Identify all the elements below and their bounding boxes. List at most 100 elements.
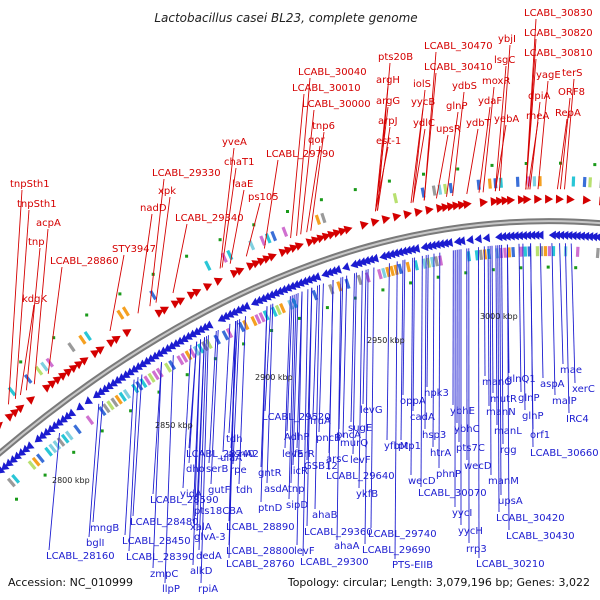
gene-label[interactable]: LCABL_29360	[304, 527, 373, 538]
gene-label[interactable]: AdhP	[284, 432, 309, 443]
gene-label[interactable]: ybjI	[498, 34, 516, 45]
gene-label[interactable]: ydbS	[452, 81, 477, 92]
gene-label[interactable]: mae	[560, 365, 582, 376]
gene-label[interactable]: farR	[294, 449, 315, 460]
gene-label[interactable]: glnP	[522, 411, 544, 422]
gene-label[interactable]: manN	[486, 407, 516, 418]
gene-label[interactable]: LCABL_29790	[266, 149, 335, 160]
gene-label[interactable]: LCABL_29520	[262, 412, 331, 423]
gene-label[interactable]: PTS-EIIB	[392, 560, 433, 571]
gene-label[interactable]: rpe	[230, 465, 247, 476]
gene-label[interactable]: LCABL_30040	[298, 67, 367, 78]
gene-label[interactable]: asdA	[264, 484, 289, 495]
gene-label[interactable]: wecD	[408, 476, 436, 487]
gene-label[interactable]: pts7C	[456, 443, 485, 454]
gene-label[interactable]: rgg	[500, 445, 517, 456]
gene-label[interactable]: wecD	[464, 461, 492, 472]
gene-label[interactable]: fruA	[310, 416, 331, 427]
gene-label[interactable]: terS	[562, 68, 583, 79]
gene-label[interactable]: chaT1	[224, 157, 254, 168]
gene-label[interactable]: ptp1	[398, 441, 421, 452]
gene-label[interactable]: hsp3	[422, 430, 446, 441]
gene-label[interactable]: gutF	[208, 485, 231, 496]
gene-label[interactable]: sugE	[348, 423, 372, 434]
gene-label[interactable]: moxR	[482, 76, 510, 87]
gene-label[interactable]: ps105	[248, 192, 279, 203]
gene-label[interactable]: upsR	[436, 124, 461, 135]
gene-label[interactable]: dpiA	[528, 91, 550, 102]
gene-label[interactable]: serB	[206, 464, 228, 475]
gene-label[interactable]: murQ	[340, 438, 368, 449]
gene-label[interactable]: LCABL_28480	[130, 517, 199, 528]
gene-label[interactable]: STY3947	[112, 244, 156, 255]
gene-label[interactable]: argH	[376, 75, 400, 86]
gene-label[interactable]: LCABL_30000	[302, 99, 371, 110]
gene-label[interactable]: iolS	[413, 79, 431, 90]
gene-label[interactable]: yebA	[494, 114, 519, 125]
gene-label[interactable]: levF	[294, 546, 315, 557]
gene-label[interactable]: alkD	[190, 566, 213, 577]
gene-label[interactable]: xerC	[572, 384, 595, 395]
gene-label[interactable]: IRC4	[566, 414, 589, 425]
gene-label[interactable]: glvA-3	[194, 532, 226, 543]
gene-label[interactable]: LCABL_29330	[152, 168, 221, 179]
gene-label[interactable]: levF	[350, 455, 371, 466]
gene-label[interactable]: lsgC	[494, 55, 515, 66]
gene-label[interactable]: LCABL_30470	[424, 41, 493, 52]
gene-label[interactable]: LCABL_30820	[524, 28, 593, 39]
gene-label[interactable]: LCABL_29340	[175, 213, 244, 224]
gene-label[interactable]: LCABL_30430	[506, 531, 575, 542]
gene-label[interactable]: levG	[360, 405, 383, 416]
gene-label[interactable]: LCABL_28860	[50, 256, 119, 267]
gene-label[interactable]: yidA	[180, 489, 202, 500]
gene-label[interactable]: LCABL_29640	[326, 471, 395, 482]
gene-label[interactable]: ydlC	[413, 118, 435, 129]
gene-label[interactable]: tnp	[28, 237, 45, 248]
gene-label[interactable]: gntR	[258, 468, 282, 479]
gene-label[interactable]: yagE	[536, 70, 561, 81]
gene-label[interactable]: rrp3	[466, 544, 487, 555]
gene-label[interactable]: bglI	[86, 538, 104, 549]
gene-label[interactable]: upsA	[498, 496, 523, 507]
gene-label[interactable]: orf1	[530, 430, 550, 441]
gene-label[interactable]: llpP	[162, 584, 180, 595]
gene-label[interactable]: pncB	[316, 433, 341, 444]
gene-label[interactable]: LCABL_28160	[46, 551, 115, 562]
gene-label[interactable]: glnP	[446, 101, 468, 112]
gene-label[interactable]: yycH	[458, 526, 483, 537]
gene-label[interactable]: LCABL_28450	[122, 536, 191, 547]
gene-label[interactable]: LCABL_29690	[362, 545, 431, 556]
gene-label[interactable]: LCABL_30830	[524, 8, 593, 19]
gene-label[interactable]: xalA	[190, 522, 212, 533]
gene-label[interactable]: kdgK	[22, 294, 47, 305]
gene-label[interactable]: mutR	[490, 394, 517, 405]
gene-label[interactable]: rheA	[526, 111, 549, 122]
gene-label[interactable]: rpiA	[198, 584, 218, 595]
gene-label[interactable]: LCABL_29740	[368, 529, 437, 540]
gene-label[interactable]: nadD	[140, 203, 167, 214]
gene-label[interactable]: zmpC	[150, 569, 178, 580]
gene-label[interactable]: ykfB	[356, 489, 378, 500]
gene-label[interactable]: sipD	[286, 500, 308, 511]
gene-label[interactable]: ORF8	[558, 87, 585, 98]
gene-label[interactable]: cadA	[410, 412, 435, 423]
gene-label[interactable]: LCABL_28390	[126, 552, 195, 563]
gene-label[interactable]: htrA	[430, 448, 451, 459]
gene-label[interactable]: laaE	[232, 179, 253, 190]
gene-label[interactable]: ybhC	[454, 424, 480, 435]
gene-label[interactable]: npk3	[424, 388, 449, 399]
gene-label[interactable]: mngB	[90, 523, 119, 534]
gene-label[interactable]: manM	[488, 476, 519, 487]
gene-label[interactable]: pts18CBA	[194, 506, 243, 517]
gene-label[interactable]: xpk	[158, 186, 176, 197]
gene-label[interactable]: ahaA	[334, 541, 360, 552]
gene-label[interactable]: yycI	[452, 508, 472, 519]
gene-label[interactable]: est-1	[376, 136, 401, 147]
gene-label[interactable]: LCABL_30010	[292, 83, 361, 94]
gene-label[interactable]: acpA	[36, 218, 61, 229]
gene-label[interactable]: pts20B	[378, 52, 413, 63]
gene-label[interactable]: manL	[494, 426, 522, 437]
gene-label[interactable]: pncA	[336, 430, 361, 441]
gene-label[interactable]: LCABL_30660	[530, 448, 599, 459]
gene-label[interactable]: qor	[308, 135, 325, 146]
